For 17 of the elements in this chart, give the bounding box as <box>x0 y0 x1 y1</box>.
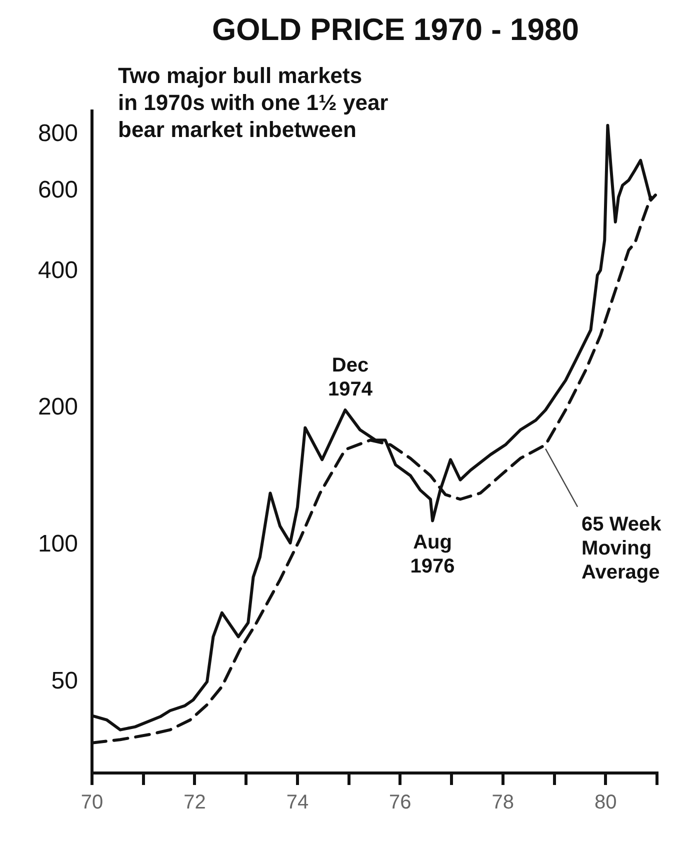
x-tick-label: 80 <box>594 792 617 814</box>
y-tick-label: 400 <box>38 256 78 284</box>
y-tick-label: 200 <box>38 394 78 421</box>
y-tick-label: 50 <box>51 667 78 694</box>
y-tick-label: 800 <box>38 120 78 147</box>
y-tick-label: 100 <box>38 530 78 558</box>
annotation: 65 Week Moving Average <box>582 513 662 584</box>
annotation: Aug 1976 <box>410 531 455 578</box>
annotation: Dec 1974 <box>328 354 374 401</box>
x-tick-label: 76 <box>389 792 412 814</box>
chart-subtitle: Two major bull markets in 1970s with one 1½ year bear market inbetween <box>118 62 388 143</box>
x-tick-label: 78 <box>492 792 514 814</box>
x-tick-label: 70 <box>80 792 104 814</box>
x-tick-label: 72 <box>184 792 206 814</box>
chart-title: GOLD PRICE 1970 - 1980 <box>211 12 580 48</box>
x-tick-label: 74 <box>286 792 309 814</box>
y-tick-label: 600 <box>38 176 78 204</box>
